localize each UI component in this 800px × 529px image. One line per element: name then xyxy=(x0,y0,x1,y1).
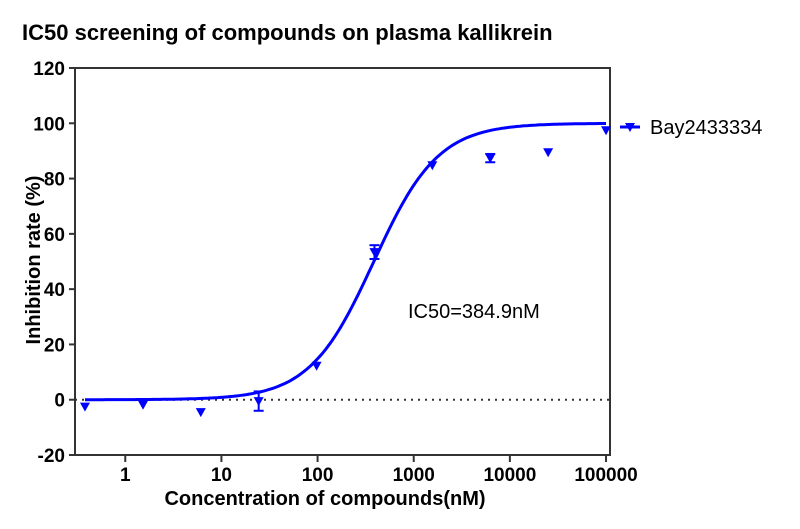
y-axis-label: Inhibition rate (%) xyxy=(23,176,45,345)
data-point xyxy=(311,361,322,371)
x-tick-label: 100 xyxy=(302,465,334,486)
y-tick-label: 80 xyxy=(44,170,65,191)
y-tick-label: 100 xyxy=(33,114,65,135)
legend-label: Bay2433334 xyxy=(650,117,762,139)
data-point xyxy=(369,248,380,258)
data-point xyxy=(485,154,496,164)
x-tick-label: 1 xyxy=(120,465,131,486)
y-tick-label: 120 xyxy=(33,59,65,80)
x-tick-label: 1000 xyxy=(393,465,435,486)
data-point xyxy=(601,126,612,136)
data-point xyxy=(195,408,206,418)
legend-marker xyxy=(625,123,635,132)
x-tick-label: 10 xyxy=(211,465,232,486)
y-tick-label: 20 xyxy=(44,335,65,356)
data-point xyxy=(543,148,554,158)
x-axis-label: Concentration of compounds(nM) xyxy=(164,488,485,510)
fit-curve xyxy=(85,122,606,402)
data-point xyxy=(253,397,264,407)
chart-title: IC50 screening of compounds on plasma ka… xyxy=(22,20,553,45)
y-tick-label: 0 xyxy=(54,391,65,412)
x-tick-label: 100000 xyxy=(574,465,637,486)
data-point xyxy=(138,400,149,410)
y-tick-label: 40 xyxy=(44,280,65,301)
x-tick-label: 10000 xyxy=(483,465,536,486)
y-tick-label: 60 xyxy=(44,225,65,246)
ic50-annotation: IC50=384.9nM xyxy=(408,301,540,323)
plot-frame xyxy=(74,67,611,456)
y-tick-label: -20 xyxy=(38,446,65,467)
data-point xyxy=(427,161,438,171)
data-point xyxy=(79,402,90,412)
